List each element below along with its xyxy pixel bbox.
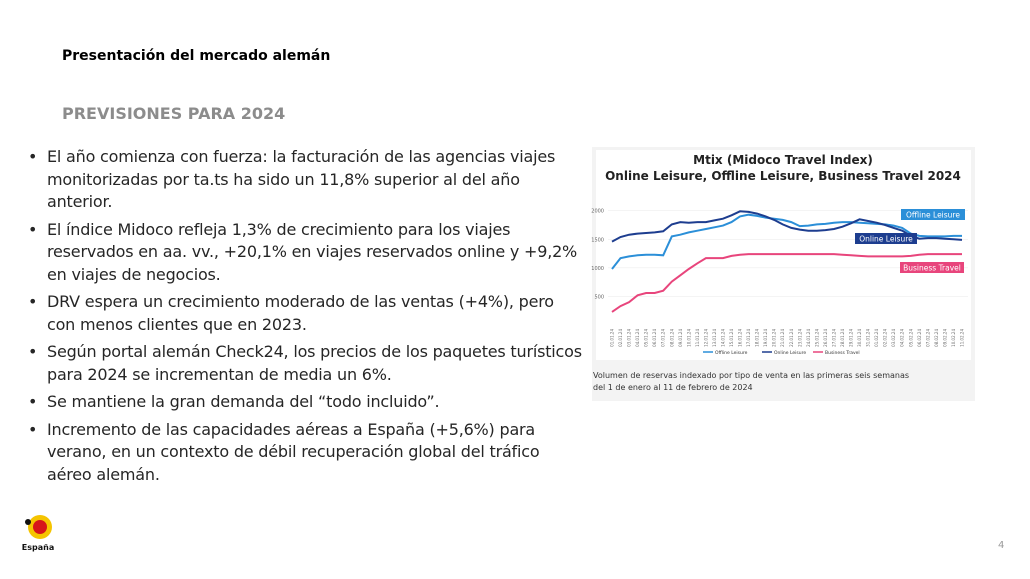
x-tick-label: 23.01.24 [797, 329, 802, 347]
series-label: Online Leisure [859, 235, 913, 244]
x-tick-label: 24.01.24 [806, 329, 811, 347]
x-tick-label: 05.02.24 [908, 329, 913, 347]
x-tick-label: 02.01.24 [618, 329, 623, 347]
x-tick-label: 03.02.24 [891, 329, 896, 347]
x-tick-label: 04.02.24 [900, 329, 905, 347]
x-tick-label: 31.01.24 [866, 329, 871, 347]
y-tick-label: 1500 [591, 237, 604, 243]
bullet: DRV espera un crecimiento moderado de la… [26, 291, 586, 336]
bullet: Según portal alemán Check24, los precios… [26, 341, 586, 386]
section-title: PREVISIONES PARA 2024 [62, 104, 286, 123]
x-tick-label: 28.01.24 [840, 329, 845, 347]
x-tick-label: 02.02.24 [883, 329, 888, 347]
series-line [611, 253, 962, 313]
series-line [611, 210, 963, 243]
page-number: 4 [998, 540, 1005, 551]
x-tick-label: 29.01.24 [849, 329, 854, 347]
figure-caption: Volumen de reservas indexado por tipo de… [593, 371, 909, 392]
x-tick-label: 07.01.24 [661, 329, 666, 347]
x-tick-label: 19.01.24 [763, 329, 768, 347]
legend-label: Online Leisure [774, 350, 806, 356]
x-tick-label: 18.01.24 [755, 329, 760, 347]
x-tick-label: 08.02.24 [934, 329, 939, 347]
chart-title: Mtix (Midoco Travel Index) [693, 153, 873, 167]
x-tick-label: 11.02.24 [960, 329, 965, 347]
x-tick-label: 27.01.24 [831, 329, 836, 347]
x-tick-label: 04.01.24 [635, 329, 640, 347]
series-label-box [855, 233, 917, 244]
logo-star [25, 519, 31, 525]
y-tick-label: 2000 [591, 209, 604, 215]
x-tick-label: 06.02.24 [917, 329, 922, 347]
series-label: Business Travel [903, 264, 961, 273]
x-tick-label: 05.01.24 [644, 329, 649, 347]
bullet: Se mantiene la gran demanda del “todo in… [26, 391, 586, 414]
x-tick-label: 21.01.24 [780, 329, 785, 347]
x-tick-label: 12.01.24 [703, 329, 708, 347]
x-tick-label: 01.01.24 [610, 329, 615, 347]
logo-text: España [22, 543, 54, 552]
bullet: El índice Midoco refleja 1,3% de crecimi… [26, 219, 586, 287]
x-tick-label: 07.02.24 [925, 329, 930, 347]
x-tick-label: 09.02.24 [942, 329, 947, 347]
x-tick-label: 08.01.24 [669, 329, 674, 347]
bullet-list: El año comienza con fuerza: la facturaci… [26, 146, 586, 491]
x-tick-label: 10.02.24 [951, 329, 956, 347]
series-label-box [900, 262, 964, 273]
legend-label: Business Travel [825, 350, 860, 356]
x-tick-label: 03.01.24 [627, 329, 632, 347]
series-label: Offline Leisure [906, 211, 960, 220]
x-tick-label: 26.01.24 [823, 329, 828, 347]
chart-subtitle: Online Leisure, Offline Leisure, Busines… [605, 169, 961, 183]
x-tick-label: 15.01.24 [729, 329, 734, 347]
x-tick-label: 25.01.24 [814, 329, 819, 347]
logo-sun-core [33, 520, 47, 534]
x-tick-label: 11.01.24 [695, 329, 700, 347]
x-tick-label: 20.01.24 [772, 329, 777, 347]
legend-label: Offline Leisure [715, 350, 748, 356]
x-tick-label: 13.01.24 [712, 329, 717, 347]
series-label-box [901, 209, 965, 220]
x-tick-label: 10.01.24 [686, 329, 691, 347]
x-tick-label: 17.01.24 [746, 329, 751, 347]
x-tick-label: 01.02.24 [874, 329, 879, 347]
x-tick-label: 30.01.24 [857, 329, 862, 347]
y-tick-label: 500 [594, 294, 604, 300]
bullet: Incremento de las capacidades aéreas a E… [26, 419, 586, 487]
x-tick-label: 16.01.24 [738, 329, 743, 347]
x-tick-label: 14.01.24 [720, 329, 725, 347]
series-line [611, 213, 962, 270]
x-tick-label: 22.01.24 [789, 329, 794, 347]
y-tick-label: 1000 [591, 266, 604, 272]
bullet: El año comienza con fuerza: la facturaci… [26, 146, 586, 214]
header-title: Presentación del mercado alemán [62, 48, 331, 64]
x-tick-label: 09.01.24 [678, 329, 683, 347]
x-tick-label: 06.01.24 [652, 329, 657, 347]
